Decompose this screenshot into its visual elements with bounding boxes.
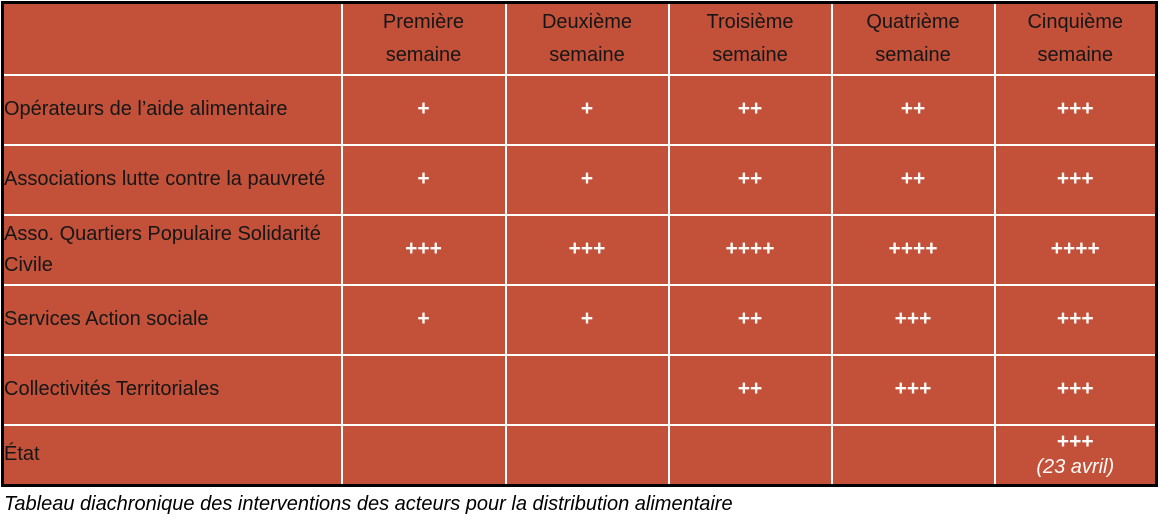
value-cell: +++ — [504, 213, 670, 286]
value-cell: +++ — [993, 283, 1158, 356]
value-cell — [340, 353, 507, 426]
value-cell: ++ — [667, 353, 833, 426]
value-cell — [504, 353, 670, 426]
row-label: Collectivités Territoriales — [1, 353, 343, 426]
value-cell — [830, 423, 996, 487]
column-header-week2: Deuxième semaine — [504, 1, 670, 76]
value-cell: ++ — [830, 143, 996, 216]
value-cell: ++++ — [830, 213, 996, 286]
value-plus-marks: +++ — [1056, 430, 1094, 454]
value-cell-with-note: +++ (23 avril) — [993, 423, 1158, 487]
value-cell — [340, 423, 507, 487]
row-label: Services Action sociale — [1, 283, 343, 356]
table-row-operateurs: Opérateurs de l’aide alimentaire + + ++ … — [1, 73, 1158, 146]
table-row-etat: État +++ (23 avril) — [1, 423, 1158, 487]
value-cell: ++ — [830, 73, 996, 146]
column-header-week4: Quatrième semaine — [830, 1, 996, 76]
value-cell: +++ — [993, 353, 1158, 426]
table-row-services: Services Action sociale + + ++ +++ +++ — [1, 283, 1158, 356]
corner-cell — [1, 1, 343, 76]
value-cell: +++ — [993, 73, 1158, 146]
table-row-asso-quartiers: Asso. Quartiers Populaire Solidarité Civ… — [1, 213, 1158, 286]
value-cell: +++ — [340, 213, 507, 286]
table-row-associations: Associations lutte contre la pauvreté + … — [1, 143, 1158, 216]
value-cell: + — [340, 143, 507, 216]
row-label: Associations lutte contre la pauvreté — [1, 143, 343, 216]
column-header-week5: Cinquième semaine — [993, 1, 1158, 76]
value-cell: + — [504, 143, 670, 216]
value-cell: ++ — [667, 283, 833, 356]
value-cell: + — [340, 73, 507, 146]
value-cell: + — [504, 73, 670, 146]
row-label: État — [1, 423, 343, 487]
row-label: Asso. Quartiers Populaire Solidarité Civ… — [1, 213, 343, 286]
row-label: Opérateurs de l’aide alimentaire — [1, 73, 343, 146]
value-cell — [667, 423, 833, 487]
diachronic-interventions-table: Première semaine Deuxième semaine Troisi… — [1, 1, 1158, 487]
value-cell: ++ — [667, 73, 833, 146]
value-cell: + — [504, 283, 670, 356]
value-cell: ++ — [667, 143, 833, 216]
value-cell: +++ — [830, 353, 996, 426]
column-header-week1: Première semaine — [340, 1, 507, 76]
column-header-week3: Troisième semaine — [667, 1, 833, 76]
value-cell: + — [340, 283, 507, 356]
value-date-note: (23 avril) — [1036, 456, 1115, 479]
value-cell: +++ — [993, 143, 1158, 216]
value-cell: +++ — [830, 283, 996, 356]
value-cell — [504, 423, 670, 487]
value-cell: ++++ — [667, 213, 833, 286]
value-cell: ++++ — [993, 213, 1158, 286]
table-row-collectivites: Collectivités Territoriales ++ +++ +++ — [1, 353, 1158, 426]
header-row: Première semaine Deuxième semaine Troisi… — [1, 1, 1158, 76]
table-caption: Tableau diachronique des interventions d… — [4, 493, 733, 515]
